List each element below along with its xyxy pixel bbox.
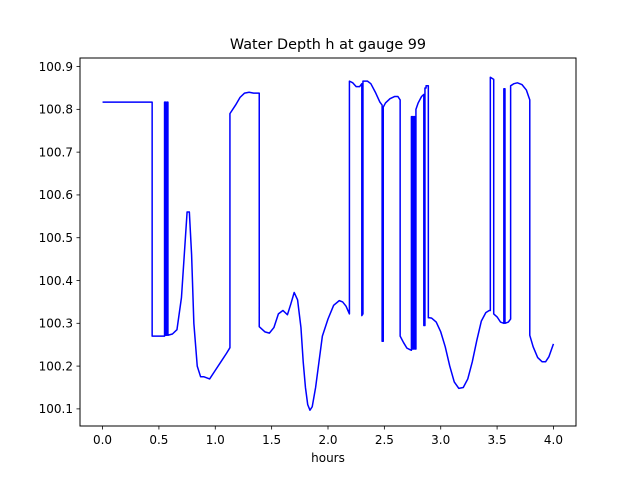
plot-area xyxy=(79,57,577,427)
x-tick-label: 3.0 xyxy=(431,433,450,447)
x-axis-label: hours xyxy=(311,451,345,465)
y-tick-label: 100.2 xyxy=(39,359,73,373)
chart-title: Water Depth h at gauge 99 xyxy=(230,37,426,53)
series-line-0 xyxy=(102,76,555,411)
y-tick-label: 100.3 xyxy=(39,317,73,331)
x-tick-label: 2.0 xyxy=(318,433,337,447)
x-tick-label: 3.5 xyxy=(488,433,507,447)
x-tick-label: 4.0 xyxy=(544,433,563,447)
x-tick-label: 1.0 xyxy=(206,433,225,447)
y-tick-label: 100.6 xyxy=(39,188,73,202)
x-tick-label: 1.5 xyxy=(262,433,281,447)
x-tick-label: 2.5 xyxy=(375,433,394,447)
y-tick-label: 100.8 xyxy=(39,103,73,117)
y-tick-label: 100.1 xyxy=(39,402,73,416)
y-tick-label: 100.7 xyxy=(39,145,73,159)
y-tick-label: 100.9 xyxy=(39,60,73,74)
x-axis: 0.0 0.5 1.0 1.5 2.0 2.5 3.0 3.5 4.0 xyxy=(93,426,563,447)
x-tick-label: 0.5 xyxy=(149,433,168,447)
y-tick-label: 100.5 xyxy=(39,231,73,245)
series-layer xyxy=(102,76,555,411)
y-axis: 100.1 100.2 100.3 100.4 100.5 100.6 100.7 100.8… xyxy=(39,60,80,416)
y-tick-label: 100.4 xyxy=(39,274,73,288)
x-tick-label: 0.0 xyxy=(93,433,112,447)
